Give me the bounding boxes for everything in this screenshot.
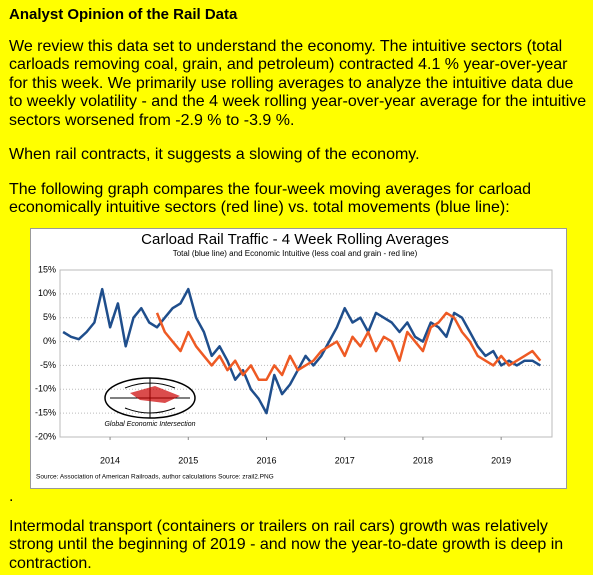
paragraph: We review this data set to understand th… (9, 38, 587, 129)
logo: Global Economic Intersection (104, 377, 196, 428)
y-tick-label: -15% (35, 408, 56, 418)
logo-shape (130, 386, 180, 403)
y-tick-label: -5% (40, 360, 56, 370)
paragraph: Intermodal transport (containers or trai… (9, 518, 564, 572)
logo-text: Global Economic Intersection (104, 421, 195, 428)
y-tick-label: 15% (38, 264, 56, 274)
x-tick-label: 2015 (178, 455, 198, 465)
y-tick-label: 5% (43, 312, 56, 322)
y-tick-label: -10% (35, 384, 56, 394)
y-tick-label: -20% (35, 431, 56, 441)
chart-title: Carload Rail Traffic - 4 Week Rolling Av… (141, 231, 449, 248)
x-tick-label: 2019 (491, 455, 511, 465)
separator: . (9, 488, 14, 505)
series-line (155, 311, 542, 381)
y-tick-label: 0% (43, 336, 56, 346)
paragraph: When rail contracts, it suggests a slowi… (9, 146, 420, 163)
x-tick-label: 2018 (413, 455, 433, 465)
paragraph: The following graph compares the four-we… (9, 181, 532, 217)
heading: Analyst Opinion of the Rail Data (9, 6, 238, 23)
y-tick-label: 10% (38, 288, 56, 298)
chart-frame (30, 228, 567, 489)
chart: Carload Rail Traffic - 4 Week Rolling Av… (30, 228, 567, 489)
chart-source: Source: Association of American Railroad… (36, 474, 274, 481)
x-tick-label: 2017 (335, 455, 355, 465)
series-line (62, 287, 541, 415)
chart-subtitle: Total (blue line) and Economic Intuitive… (173, 249, 418, 258)
x-tick-label: 2014 (100, 455, 120, 465)
x-tick-label: 2016 (256, 455, 276, 465)
